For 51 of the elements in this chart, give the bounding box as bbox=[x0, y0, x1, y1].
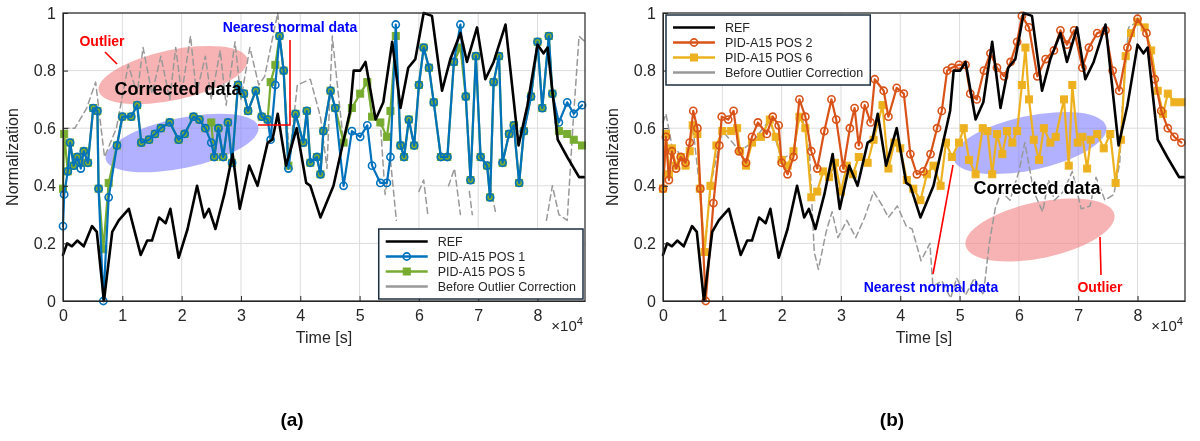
legend-label: Before Outlier Correction bbox=[437, 279, 577, 294]
annotation: Nearest normal data bbox=[222, 18, 358, 35]
text: (a) bbox=[280, 409, 304, 430]
legend-label: PID-A15 POS 2 bbox=[725, 35, 813, 50]
y-tick-label: 0.4 bbox=[633, 177, 657, 195]
x-axis-title: Time [s] bbox=[295, 329, 353, 346]
x-tick-label: 2 bbox=[777, 307, 787, 325]
x-tick-label: 0 bbox=[659, 307, 669, 325]
y-tick-label: 0.2 bbox=[633, 235, 657, 253]
x-tick-label: 3 bbox=[237, 307, 246, 325]
x-tick-label: 4 bbox=[296, 307, 306, 325]
x-axis-title: Time [s] bbox=[895, 329, 953, 346]
x-tick-label: 8 bbox=[533, 307, 543, 325]
y-tick-label: 0.6 bbox=[33, 119, 57, 137]
x-tick-label: 3 bbox=[837, 307, 846, 325]
annotation: Outlier bbox=[1077, 278, 1124, 295]
legend-label: PID-A15 POS 1 bbox=[437, 249, 526, 264]
y-tick-label: 0.6 bbox=[633, 119, 657, 137]
x-tick-label: 0 bbox=[59, 307, 69, 325]
x-tick-label: 5 bbox=[355, 307, 365, 325]
legend-label: REF bbox=[437, 234, 464, 249]
y-axis-title: Normalization bbox=[604, 108, 621, 206]
y-tick-label: 0.2 bbox=[33, 235, 57, 253]
legend-label: REF bbox=[725, 20, 751, 35]
x-tick-label: 1 bbox=[118, 307, 128, 325]
y-axis-title: Normalization bbox=[4, 108, 21, 206]
legend-label: Before Outlier Correction bbox=[725, 65, 864, 80]
x-tick-label: 2 bbox=[177, 307, 187, 325]
y-tick-label: 0.4 bbox=[33, 177, 57, 195]
y-tick-label: 0.8 bbox=[33, 62, 57, 80]
y-tick-label: 1 bbox=[47, 4, 57, 22]
x-tick-label: 7 bbox=[1074, 307, 1084, 325]
annotation: Corrected data bbox=[973, 178, 1102, 199]
legend-label: PID-A15 POS 5 bbox=[437, 264, 526, 279]
x-tick-label: 6 bbox=[414, 307, 424, 325]
x-tick-label: 8 bbox=[1133, 307, 1143, 325]
y-tick-label: 0 bbox=[47, 292, 57, 310]
text: ×10$^{4}$ bbox=[1151, 315, 1183, 334]
annotation: Nearest normal data bbox=[863, 278, 999, 295]
y-tick-label: 1 bbox=[647, 4, 657, 22]
annotation: Outlier bbox=[79, 32, 126, 49]
legend-label: PID-A15 POS 6 bbox=[725, 50, 813, 65]
text: (b) bbox=[879, 409, 905, 430]
y-tick-label: 0 bbox=[647, 292, 657, 310]
x-tick-label: 1 bbox=[718, 307, 728, 325]
y-tick-label: 0.8 bbox=[633, 62, 657, 80]
x-tick-label: 6 bbox=[1014, 307, 1024, 325]
x-tick-label: 4 bbox=[896, 307, 906, 325]
text: ×10$^{4}$ bbox=[551, 315, 583, 334]
x-tick-label: 7 bbox=[474, 307, 484, 325]
x-tick-label: 5 bbox=[955, 307, 965, 325]
